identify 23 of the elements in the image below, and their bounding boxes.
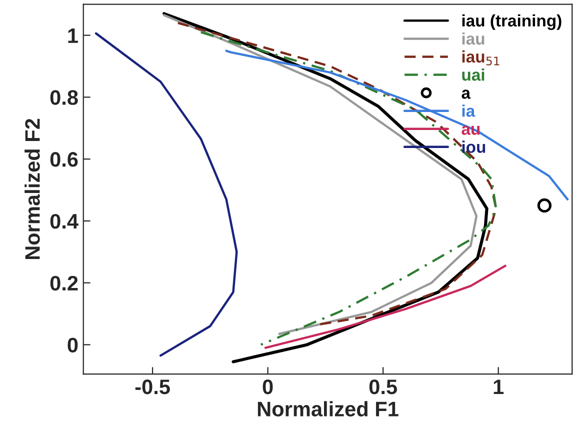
y-tick-label: 0 — [68, 338, 78, 352]
y-tick-label: 0.8 — [50, 90, 78, 105]
line-series — [94, 32, 238, 357]
legend-label: iau (training) — [462, 14, 562, 30]
legend-label: a — [462, 90, 471, 99]
line-series — [200, 31, 498, 346]
legend-label: iau — [462, 32, 484, 45]
y-tick-label: 0.4 — [50, 214, 78, 229]
x-axis-title: Normalized F1 — [258, 401, 398, 416]
line-series — [264, 264, 506, 349]
x-tick-label: 0 — [262, 380, 273, 394]
x-tick-label: 1 — [494, 380, 504, 394]
y-tick-label: 1 — [68, 28, 78, 43]
legend-label: iau$_{51}$ — [462, 50, 500, 66]
y-tick-label: 0.2 — [50, 276, 78, 291]
x-tick-label: 0.5 — [369, 380, 397, 394]
line-series — [225, 50, 569, 200]
legend-label: uai — [462, 68, 484, 81]
y-axis-title: Normalized F2 — [24, 118, 40, 260]
legend-label: iou — [462, 140, 486, 153]
legend-label: ia — [462, 104, 476, 117]
x-tick-label: -0.5 — [135, 380, 170, 394]
y-tick-label: 0.6 — [50, 152, 78, 167]
